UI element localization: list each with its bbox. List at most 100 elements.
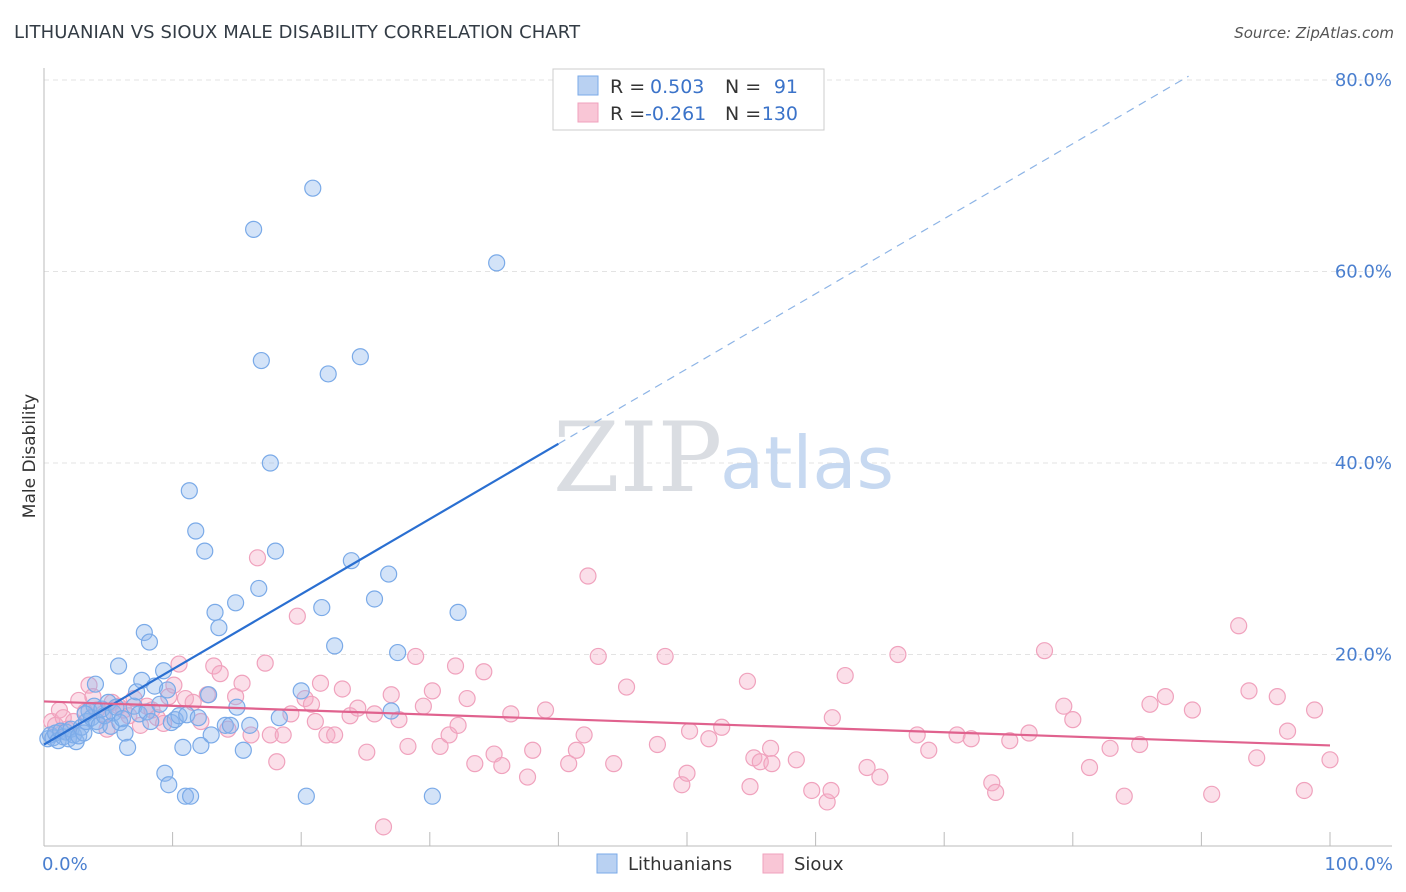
sioux-point bbox=[326, 726, 344, 744]
lithuanians-point bbox=[140, 633, 159, 651]
lithuanians-point bbox=[241, 716, 259, 734]
lithuanians-point bbox=[380, 565, 398, 583]
sioux-point bbox=[302, 695, 321, 713]
bottom-legend-label-sioux: Sioux bbox=[794, 854, 844, 875]
sioux-point bbox=[823, 709, 841, 727]
lithuanians-point bbox=[182, 787, 200, 805]
sioux-point bbox=[261, 726, 279, 744]
lithuanians-point bbox=[210, 619, 228, 637]
sioux-point bbox=[1305, 701, 1324, 719]
legend-swatch-sioux bbox=[577, 102, 599, 123]
sioux-point bbox=[475, 663, 493, 681]
sioux-point bbox=[589, 647, 607, 666]
sioux-point bbox=[983, 774, 1001, 792]
sioux-point bbox=[1115, 787, 1133, 805]
sioux-point bbox=[431, 737, 449, 756]
sioux-point bbox=[458, 689, 476, 708]
sioux-point bbox=[288, 607, 306, 625]
sioux-point bbox=[248, 549, 267, 567]
sioux-point bbox=[871, 768, 889, 786]
chart-title: LITHUANIAN VS SIOUX MALE DISABILITY CORR… bbox=[14, 22, 581, 43]
sioux-point bbox=[738, 672, 757, 690]
legend-r-label-1: R = bbox=[610, 76, 645, 98]
lithuanians-point bbox=[449, 603, 467, 621]
sioux-point bbox=[648, 735, 667, 754]
sioux-trend-line bbox=[43, 700, 1331, 747]
sioux-point bbox=[962, 730, 980, 748]
sioux-point bbox=[382, 686, 400, 704]
bottom-legend: Lithuanians Sioux bbox=[596, 853, 844, 875]
sioux-point bbox=[858, 758, 876, 777]
lithuanians-point bbox=[250, 579, 268, 598]
lithuanians-point bbox=[135, 623, 153, 642]
sioux-point bbox=[1055, 697, 1073, 715]
sioux-point bbox=[349, 699, 367, 717]
sioux-point bbox=[908, 726, 926, 744]
lithuanians-point bbox=[192, 736, 210, 755]
sioux-point bbox=[311, 674, 330, 692]
legend-n-value-1: 91 bbox=[774, 76, 798, 98]
lithuanians-point bbox=[389, 643, 407, 662]
sioux-point bbox=[560, 755, 578, 773]
lithuanians-point bbox=[216, 716, 234, 734]
lithuanians-trend-extension bbox=[558, 75, 1189, 445]
sioux-point bbox=[579, 567, 597, 585]
sioux-point bbox=[700, 730, 718, 748]
lithuanians-point bbox=[86, 675, 105, 693]
x-tick-label-0: 0.0% bbox=[42, 854, 88, 875]
lithuanians-point bbox=[206, 603, 224, 621]
lithuanians-point bbox=[160, 776, 178, 794]
series-sioux-points bbox=[43, 549, 1339, 836]
sioux-point bbox=[1141, 695, 1159, 713]
legend-r-value-2: -0.261 bbox=[645, 103, 706, 125]
y-tick-label-40: 40.0% bbox=[1335, 453, 1392, 474]
legend-n-value-2: 130 bbox=[762, 103, 798, 125]
sioux-point bbox=[605, 755, 623, 773]
y-tick-labels: 20.0% 40.0% 60.0% 80.0% bbox=[1335, 70, 1392, 666]
sioux-point bbox=[1020, 724, 1038, 742]
lithuanians-point bbox=[174, 738, 192, 756]
lithuanians-point bbox=[189, 709, 207, 727]
bottom-legend-swatch-lithuanians bbox=[596, 853, 618, 874]
sioux-point bbox=[1203, 785, 1221, 803]
sioux-point bbox=[374, 818, 393, 836]
y-axis-label: Male Disability bbox=[20, 394, 40, 518]
source-label: Source: ZipAtlas.com bbox=[1234, 24, 1394, 42]
legend-n-label-1: N = bbox=[725, 76, 761, 98]
sioux-point bbox=[446, 657, 465, 675]
sioux-point bbox=[1080, 758, 1099, 777]
gridlines bbox=[44, 79, 1392, 655]
watermark-zip: ZIP bbox=[553, 402, 722, 514]
sioux-point bbox=[466, 755, 484, 773]
sioux-point bbox=[1268, 688, 1286, 706]
sioux-point bbox=[567, 741, 586, 759]
lithuanians-point bbox=[221, 716, 240, 734]
lithuanians-point bbox=[227, 594, 245, 612]
sioux-point bbox=[787, 751, 805, 769]
legend-n-label-2: N = bbox=[725, 103, 761, 125]
lithuanians-point bbox=[423, 787, 441, 805]
sioux-point bbox=[358, 743, 376, 761]
sioux-point bbox=[948, 726, 966, 744]
lithuanians-point bbox=[113, 710, 132, 728]
sioux-point bbox=[1131, 735, 1149, 754]
sioux-point bbox=[524, 741, 542, 759]
sioux-point bbox=[1240, 682, 1258, 700]
lithuanians-point bbox=[158, 681, 177, 699]
sioux-point bbox=[493, 756, 511, 775]
sioux-point bbox=[1035, 642, 1054, 660]
axes bbox=[43, 68, 1392, 847]
sioux-point bbox=[233, 674, 251, 692]
sioux-point bbox=[680, 722, 699, 740]
sioux-point bbox=[1321, 751, 1339, 769]
sioux-point bbox=[268, 753, 286, 771]
sioux-point bbox=[741, 778, 759, 796]
sioux-point bbox=[502, 705, 520, 723]
sioux-point bbox=[256, 654, 274, 672]
lithuanians-point bbox=[266, 542, 285, 560]
sioux-point bbox=[306, 712, 324, 731]
sioux-point bbox=[518, 768, 537, 786]
lithuanians-point bbox=[187, 522, 205, 540]
sioux-point bbox=[536, 701, 555, 719]
lithuanians-point bbox=[319, 365, 337, 383]
